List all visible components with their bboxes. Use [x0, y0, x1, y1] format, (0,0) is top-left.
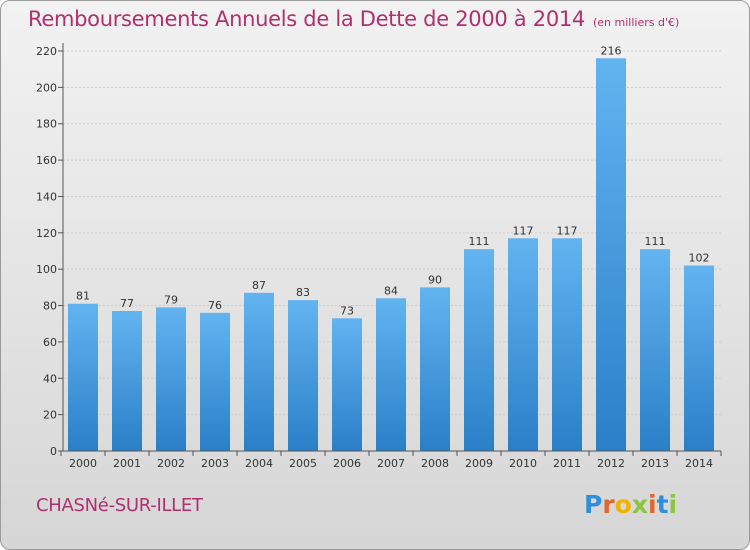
logo-letter: i [648, 490, 657, 519]
x-tick-label: 2012 [597, 457, 625, 470]
data-label-2014: 102 [689, 252, 710, 265]
axes [62, 43, 721, 452]
x-tick-label: 2006 [333, 457, 361, 470]
x-tick-label: 2002 [157, 457, 185, 470]
data-label-2001: 77 [120, 297, 134, 310]
proxiti-logo: Proxiti [584, 490, 677, 519]
y-tick-label: 160 [36, 154, 57, 167]
bar-2014 [684, 265, 714, 451]
x-tick-label: 2010 [509, 457, 537, 470]
x-tick-label: 2008 [421, 457, 449, 470]
chart-title-text: Remboursements Annuels de la Dette de 20… [28, 7, 585, 31]
bar-2013 [640, 249, 670, 451]
data-label-2003: 76 [208, 299, 222, 312]
logo-letter: r [602, 490, 615, 519]
y-tick-label: 80 [43, 300, 57, 313]
data-label-2011: 117 [557, 224, 578, 237]
bar-2012 [596, 58, 626, 451]
chart-title: Remboursements Annuels de la Dette de 20… [28, 7, 679, 31]
x-tick-label: 2013 [641, 457, 669, 470]
y-tick-label: 180 [36, 118, 57, 131]
y-tick-label: 60 [43, 336, 57, 349]
bar-2003 [200, 312, 230, 451]
bar-2001 [112, 311, 142, 451]
data-label-2008: 90 [428, 273, 442, 286]
y-tick-label: 200 [36, 81, 57, 94]
logo-letter: i [668, 490, 678, 519]
x-tick-label: 2003 [201, 457, 229, 470]
x-tick-label: 2014 [685, 457, 713, 470]
bar-2008 [420, 287, 450, 451]
x-tick-label: 2001 [113, 457, 141, 470]
logo-letter: t [656, 490, 669, 519]
x-tick-label: 2005 [289, 457, 317, 470]
bar-2009 [464, 249, 494, 451]
x-axis-ticks: 2000 2001 2002 2003 2004 2005 2006 2007 2008 2009… [60, 451, 722, 470]
chart-subtitle: (en milliers d'€) [593, 16, 680, 29]
y-tick-label: 120 [36, 227, 57, 240]
bars [68, 58, 714, 451]
data-labels: 81 77 79 76 87 83 73 84 90 111 117 117 216 111 102 [76, 44, 710, 317]
y-tick-label: 0 [50, 445, 57, 458]
y-tick-label: 100 [36, 263, 57, 276]
bar-2002 [156, 307, 186, 451]
data-label-2013: 111 [645, 235, 666, 248]
data-label-2007: 84 [384, 284, 398, 297]
logo-letter: x [631, 490, 648, 519]
data-label-2012: 216 [601, 44, 622, 57]
data-label-2006: 73 [340, 304, 354, 317]
bar-2011 [552, 238, 582, 451]
y-tick-label: 20 [43, 409, 57, 422]
data-label-2000: 81 [76, 290, 90, 303]
y-tick-label: 140 [36, 190, 57, 203]
y-axis-ticks: 0 20 40 60 80 100 120 140 160 180 200 220 [36, 45, 63, 458]
bar-2005 [288, 300, 318, 451]
y-tick-label: 220 [36, 45, 57, 58]
x-tick-label: 2007 [377, 457, 405, 470]
data-label-2004: 87 [252, 279, 266, 292]
data-label-2005: 83 [296, 286, 310, 299]
bar-2004 [244, 292, 274, 451]
x-tick-label: 2011 [553, 457, 581, 470]
bar-2007 [376, 298, 406, 451]
x-tick-label: 2009 [465, 457, 493, 470]
y-tick-label: 40 [43, 372, 57, 385]
commune-name: CHASNé-SUR-ILLET [36, 495, 203, 516]
data-label-2009: 111 [469, 235, 490, 248]
data-label-2010: 117 [513, 224, 534, 237]
bar-2010 [508, 238, 538, 451]
x-tick-label: 2004 [245, 457, 273, 470]
data-label-2002: 79 [164, 293, 178, 306]
bar-2006 [332, 318, 362, 451]
x-tick-label: 2000 [69, 457, 97, 470]
bar-2000 [68, 303, 98, 451]
logo-letter: o [614, 490, 632, 519]
logo-letter: P [584, 490, 603, 519]
